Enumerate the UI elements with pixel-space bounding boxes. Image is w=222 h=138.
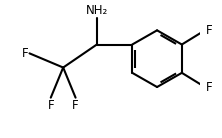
Text: F: F bbox=[206, 24, 212, 37]
Text: F: F bbox=[22, 47, 29, 60]
Text: F: F bbox=[206, 80, 212, 94]
Text: F: F bbox=[48, 99, 54, 112]
Text: F: F bbox=[72, 99, 79, 112]
Text: NH₂: NH₂ bbox=[86, 4, 108, 17]
